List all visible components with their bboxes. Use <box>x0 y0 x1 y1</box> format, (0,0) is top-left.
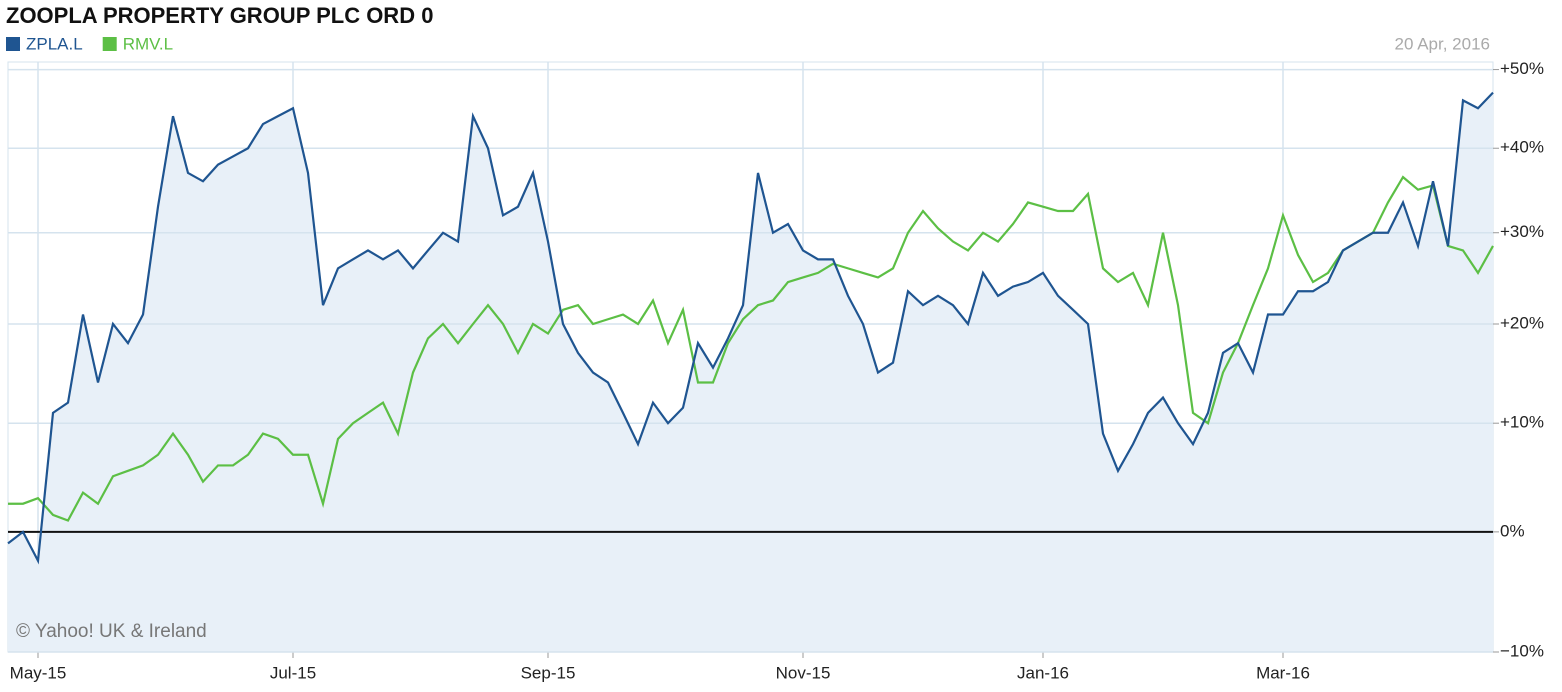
x-tick-label: Mar-16 <box>1256 663 1310 682</box>
date-label: 20 Apr, 2016 <box>1395 34 1490 53</box>
y-tick-label: +10% <box>1500 413 1544 432</box>
y-tick-label: +30% <box>1500 222 1544 241</box>
series-line <box>7 91 1494 565</box>
series-line <box>8 175 1494 522</box>
chart-title: ZOOPLA PROPERTY GROUP PLC ORD 0 <box>6 3 433 28</box>
x-tick-label: Jan-16 <box>1017 663 1069 682</box>
legend-label: RMV.L <box>123 34 173 53</box>
x-tick-label: Sep-15 <box>521 663 576 682</box>
legend-swatch <box>102 37 117 51</box>
credit: © Yahoo! UK & Ireland <box>16 621 207 642</box>
area <box>8 92 1493 652</box>
y-tick-label: +50% <box>1500 59 1544 78</box>
y-tick-label: +40% <box>1500 138 1544 157</box>
x-tick-label: Jul-15 <box>270 663 316 682</box>
y-tick-label: +20% <box>1500 313 1544 332</box>
y-tick-label: −10% <box>1500 641 1544 660</box>
legend-label: ZPLA.L <box>26 34 83 53</box>
legend-swatch <box>6 37 20 51</box>
x-tick-label: May-15 <box>10 663 67 682</box>
x-tick-label: Nov-15 <box>776 663 831 682</box>
y-tick-label: 0% <box>1500 521 1525 540</box>
